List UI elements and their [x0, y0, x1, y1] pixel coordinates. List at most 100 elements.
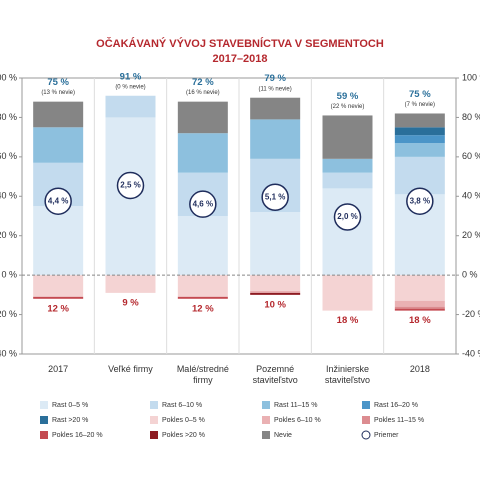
- nevie-label: (11 % nevie): [259, 86, 292, 92]
- bottom-label: 10 %: [264, 299, 286, 310]
- priemer-marker: [406, 187, 434, 215]
- y-tick-label: -20 %: [0, 309, 17, 319]
- legend-swatch: [150, 401, 158, 409]
- legend-label: Pokles 11–15 %: [374, 417, 424, 424]
- legend-swatch: [150, 416, 158, 424]
- bar-segment: [177, 133, 228, 173]
- bar-segment: [33, 127, 84, 163]
- bar-segment: [322, 275, 373, 311]
- y2-tick-label: -40 %: [462, 348, 480, 358]
- bar-segment: [250, 119, 301, 159]
- priemer-label: 2,5 %: [120, 181, 140, 190]
- y2-tick-label: 20 %: [462, 230, 480, 240]
- legend-swatch: [262, 416, 270, 424]
- nevie-label: (0 % nevie): [115, 84, 145, 90]
- bottom-label: 12 %: [192, 303, 214, 314]
- priemer-marker: [44, 187, 72, 215]
- y2-tick-label: 80 %: [462, 112, 480, 122]
- bar-segment: [322, 188, 373, 276]
- y2-tick-label: -20 %: [462, 309, 480, 319]
- x-tick-label: Pozemné staviteľstvo: [252, 364, 298, 385]
- bar-segment: [394, 275, 445, 301]
- bar-segment: [33, 275, 84, 297]
- legend-label: Rast 0–5 %: [52, 402, 88, 409]
- x-tick-label: Veľké firmy: [108, 364, 153, 374]
- y-tick-label: 60 %: [0, 151, 17, 161]
- legend-swatch: [150, 431, 158, 439]
- legend-label: Rast 16–20 %: [374, 402, 418, 409]
- legend-label: Pokles 0–5 %: [162, 417, 205, 424]
- y-tick-label: 20 %: [0, 230, 17, 240]
- bar-segment: [322, 158, 373, 173]
- bar-segment: [250, 212, 301, 276]
- bar-segment: [394, 300, 445, 307]
- legend-label: Pokles 6–10 %: [274, 417, 321, 424]
- bottom-label: 9 %: [122, 297, 139, 308]
- legend-swatch: [40, 431, 48, 439]
- legend-swatch: [262, 431, 270, 439]
- nevie-label: (7 % nevie): [405, 102, 435, 108]
- bar-segment: [33, 206, 84, 276]
- legend-swatch: [362, 416, 370, 424]
- nevie-label: (22 % nevie): [331, 104, 365, 110]
- x-tick-label: 2018: [409, 364, 430, 374]
- x-tick-label: 2017: [48, 364, 69, 374]
- bar-segment: [250, 275, 301, 291]
- x-tick-label: Malé/stredné firmy: [176, 364, 229, 385]
- y2-tick-label: 60 %: [462, 151, 480, 161]
- bar-segment: [322, 172, 373, 189]
- bar-segment: [250, 97, 301, 120]
- bottom-label: 18 %: [337, 315, 359, 326]
- bar-segment: [105, 95, 156, 118]
- bar-segment: [33, 101, 84, 128]
- bar-segment: [250, 292, 301, 295]
- bar-segment: [33, 296, 84, 299]
- top-label: 75 %: [47, 77, 69, 88]
- bottom-label: 18 %: [409, 315, 431, 326]
- priemer-marker: [261, 183, 289, 212]
- bar-segment: [394, 143, 445, 157]
- bar-segment: [177, 216, 228, 276]
- bar-segment: [105, 275, 156, 293]
- x-tick-label: Inžinierske staviteľstvo: [324, 364, 371, 385]
- legend-marker: [361, 430, 371, 440]
- bar-segment: [394, 135, 445, 144]
- legend-label: Rast 11–15 %: [274, 402, 317, 409]
- top-label: 72 %: [192, 77, 214, 88]
- legend-label: Pokles >20 %: [162, 432, 205, 439]
- priemer-marker: [116, 171, 145, 200]
- bar-segment: [394, 306, 445, 309]
- y-tick-label: 80 %: [0, 112, 17, 122]
- y-tick-label: 0 %: [1, 270, 17, 280]
- top-label: 75 %: [409, 89, 431, 100]
- top-label: 79 %: [264, 73, 286, 84]
- y-tick-label: 100 %: [0, 72, 17, 82]
- top-label: 59 %: [337, 91, 359, 102]
- nevie-label: (13 % nevie): [41, 90, 75, 96]
- priemer-marker: [333, 203, 362, 231]
- y-tick-label: 40 %: [0, 191, 17, 201]
- legend-label: Rast 6–10 %: [162, 402, 202, 409]
- bar-segment: [177, 296, 228, 299]
- legend-swatch: [262, 401, 270, 409]
- priemer-label: 4,6 %: [193, 199, 213, 208]
- bar-segment: [394, 127, 445, 136]
- y2-tick-label: 100 %: [462, 72, 480, 82]
- bar-segment: [322, 115, 373, 159]
- bar-segment: [177, 275, 228, 297]
- priemer-label: 5,1 %: [265, 192, 285, 201]
- chart-title: OČAKÁVANÝ VÝVOJ STAVEBNÍCTVA V SEGMENTOC…: [96, 37, 384, 50]
- legend-label: Pokles 16–20 %: [52, 432, 103, 439]
- bottom-label: 12 %: [47, 303, 69, 314]
- chart-subtitle: 2017–2018: [212, 53, 267, 65]
- priemer-label: 3,8 %: [410, 196, 430, 205]
- priemer-label: 4,4 %: [48, 196, 68, 205]
- y2-tick-label: 0 %: [462, 270, 478, 280]
- legend-label: Nevie: [274, 432, 292, 439]
- legend-swatch: [362, 401, 370, 409]
- priemer-label: 2,0 %: [337, 212, 357, 221]
- y-tick-label: -40 %: [0, 348, 17, 358]
- bar-segment: [250, 290, 301, 293]
